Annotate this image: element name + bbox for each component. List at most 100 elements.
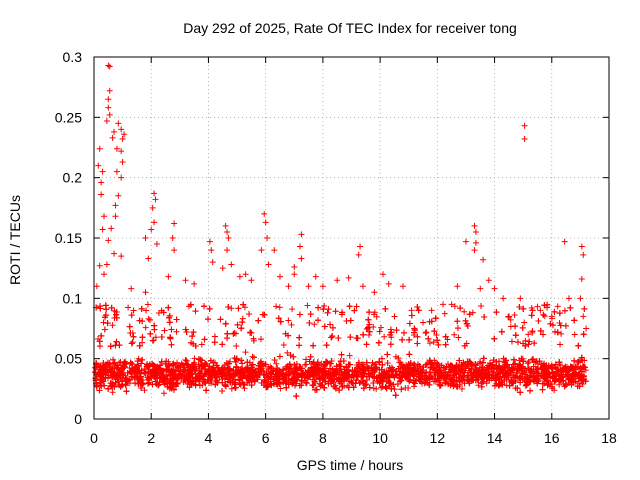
data-point <box>130 366 137 373</box>
data-point <box>514 339 521 346</box>
data-point <box>296 311 303 318</box>
data-point <box>473 373 480 380</box>
data-point <box>392 392 399 399</box>
data-point <box>192 342 199 349</box>
data-point <box>401 329 408 336</box>
data-point <box>508 338 515 345</box>
data-point <box>529 328 536 335</box>
data-point <box>96 338 103 345</box>
data-point <box>129 361 136 368</box>
data-point <box>138 367 145 374</box>
data-point <box>541 313 548 320</box>
data-point <box>359 373 366 380</box>
data-point <box>277 385 284 392</box>
data-point <box>580 363 587 370</box>
data-point <box>442 333 449 340</box>
data-point <box>219 387 226 394</box>
data-point <box>378 355 385 362</box>
data-point <box>326 365 333 372</box>
data-point <box>349 379 356 386</box>
data-point <box>235 305 242 312</box>
data-point <box>581 305 588 312</box>
data-point <box>305 367 312 374</box>
data-point <box>149 381 156 388</box>
data-point <box>442 341 449 348</box>
data-point <box>320 306 327 313</box>
data-point <box>347 334 354 341</box>
data-point <box>362 382 369 389</box>
data-point <box>188 368 195 375</box>
data-point <box>155 310 162 317</box>
data-point <box>465 378 472 385</box>
data-point <box>363 359 370 366</box>
data-point <box>285 381 292 388</box>
data-point <box>525 358 532 365</box>
data-point <box>244 359 251 366</box>
data-point <box>488 362 495 369</box>
data-point <box>363 380 370 387</box>
data-point <box>531 340 538 347</box>
data-point <box>464 322 471 329</box>
data-point <box>425 335 432 342</box>
data-point <box>454 325 461 332</box>
data-point <box>287 352 294 359</box>
data-point <box>432 315 439 322</box>
data-point <box>556 310 563 317</box>
data-point <box>298 382 305 389</box>
data-point <box>232 369 239 376</box>
data-point <box>152 378 159 385</box>
data-point <box>138 305 145 312</box>
data-point <box>273 360 280 367</box>
data-point <box>398 373 405 380</box>
data-point <box>303 380 310 387</box>
data-point <box>434 337 441 344</box>
data-point <box>387 331 394 338</box>
data-point <box>456 377 463 384</box>
data-point <box>525 331 532 338</box>
data-point <box>265 374 272 381</box>
data-point <box>100 319 107 326</box>
data-point <box>512 332 519 339</box>
data-point <box>164 375 171 382</box>
data-point <box>542 364 549 371</box>
data-point <box>132 380 139 387</box>
data-point <box>319 377 326 384</box>
data-point <box>486 363 493 370</box>
data-point <box>149 337 156 344</box>
data-point <box>396 372 403 379</box>
data-point <box>468 366 475 373</box>
data-point <box>398 386 405 393</box>
data-point <box>102 302 109 309</box>
data-point <box>464 358 471 365</box>
data-point <box>142 324 149 331</box>
data-point <box>182 356 189 363</box>
data-point <box>534 303 541 310</box>
data-point <box>459 385 466 392</box>
data-point <box>325 306 332 313</box>
data-point <box>426 340 433 347</box>
data-point <box>454 318 461 325</box>
data-point <box>213 371 220 378</box>
grid <box>94 57 609 419</box>
data-point <box>478 303 485 310</box>
data-point <box>575 359 582 366</box>
data-point <box>556 320 563 327</box>
data-point <box>277 318 284 325</box>
data-point <box>102 374 109 381</box>
data-point <box>346 303 353 310</box>
data-point <box>436 379 443 386</box>
data-point <box>509 367 516 374</box>
data-point <box>262 378 269 385</box>
data-point <box>249 372 256 379</box>
data-point <box>286 361 293 368</box>
data-point <box>273 303 280 310</box>
data-point <box>496 381 503 388</box>
data-point <box>164 383 171 390</box>
data-point <box>461 308 468 315</box>
data-point <box>192 308 199 315</box>
data-point <box>175 371 182 378</box>
data-point <box>466 311 473 318</box>
data-points <box>91 62 590 400</box>
data-point <box>166 314 173 321</box>
data-point <box>315 317 322 324</box>
